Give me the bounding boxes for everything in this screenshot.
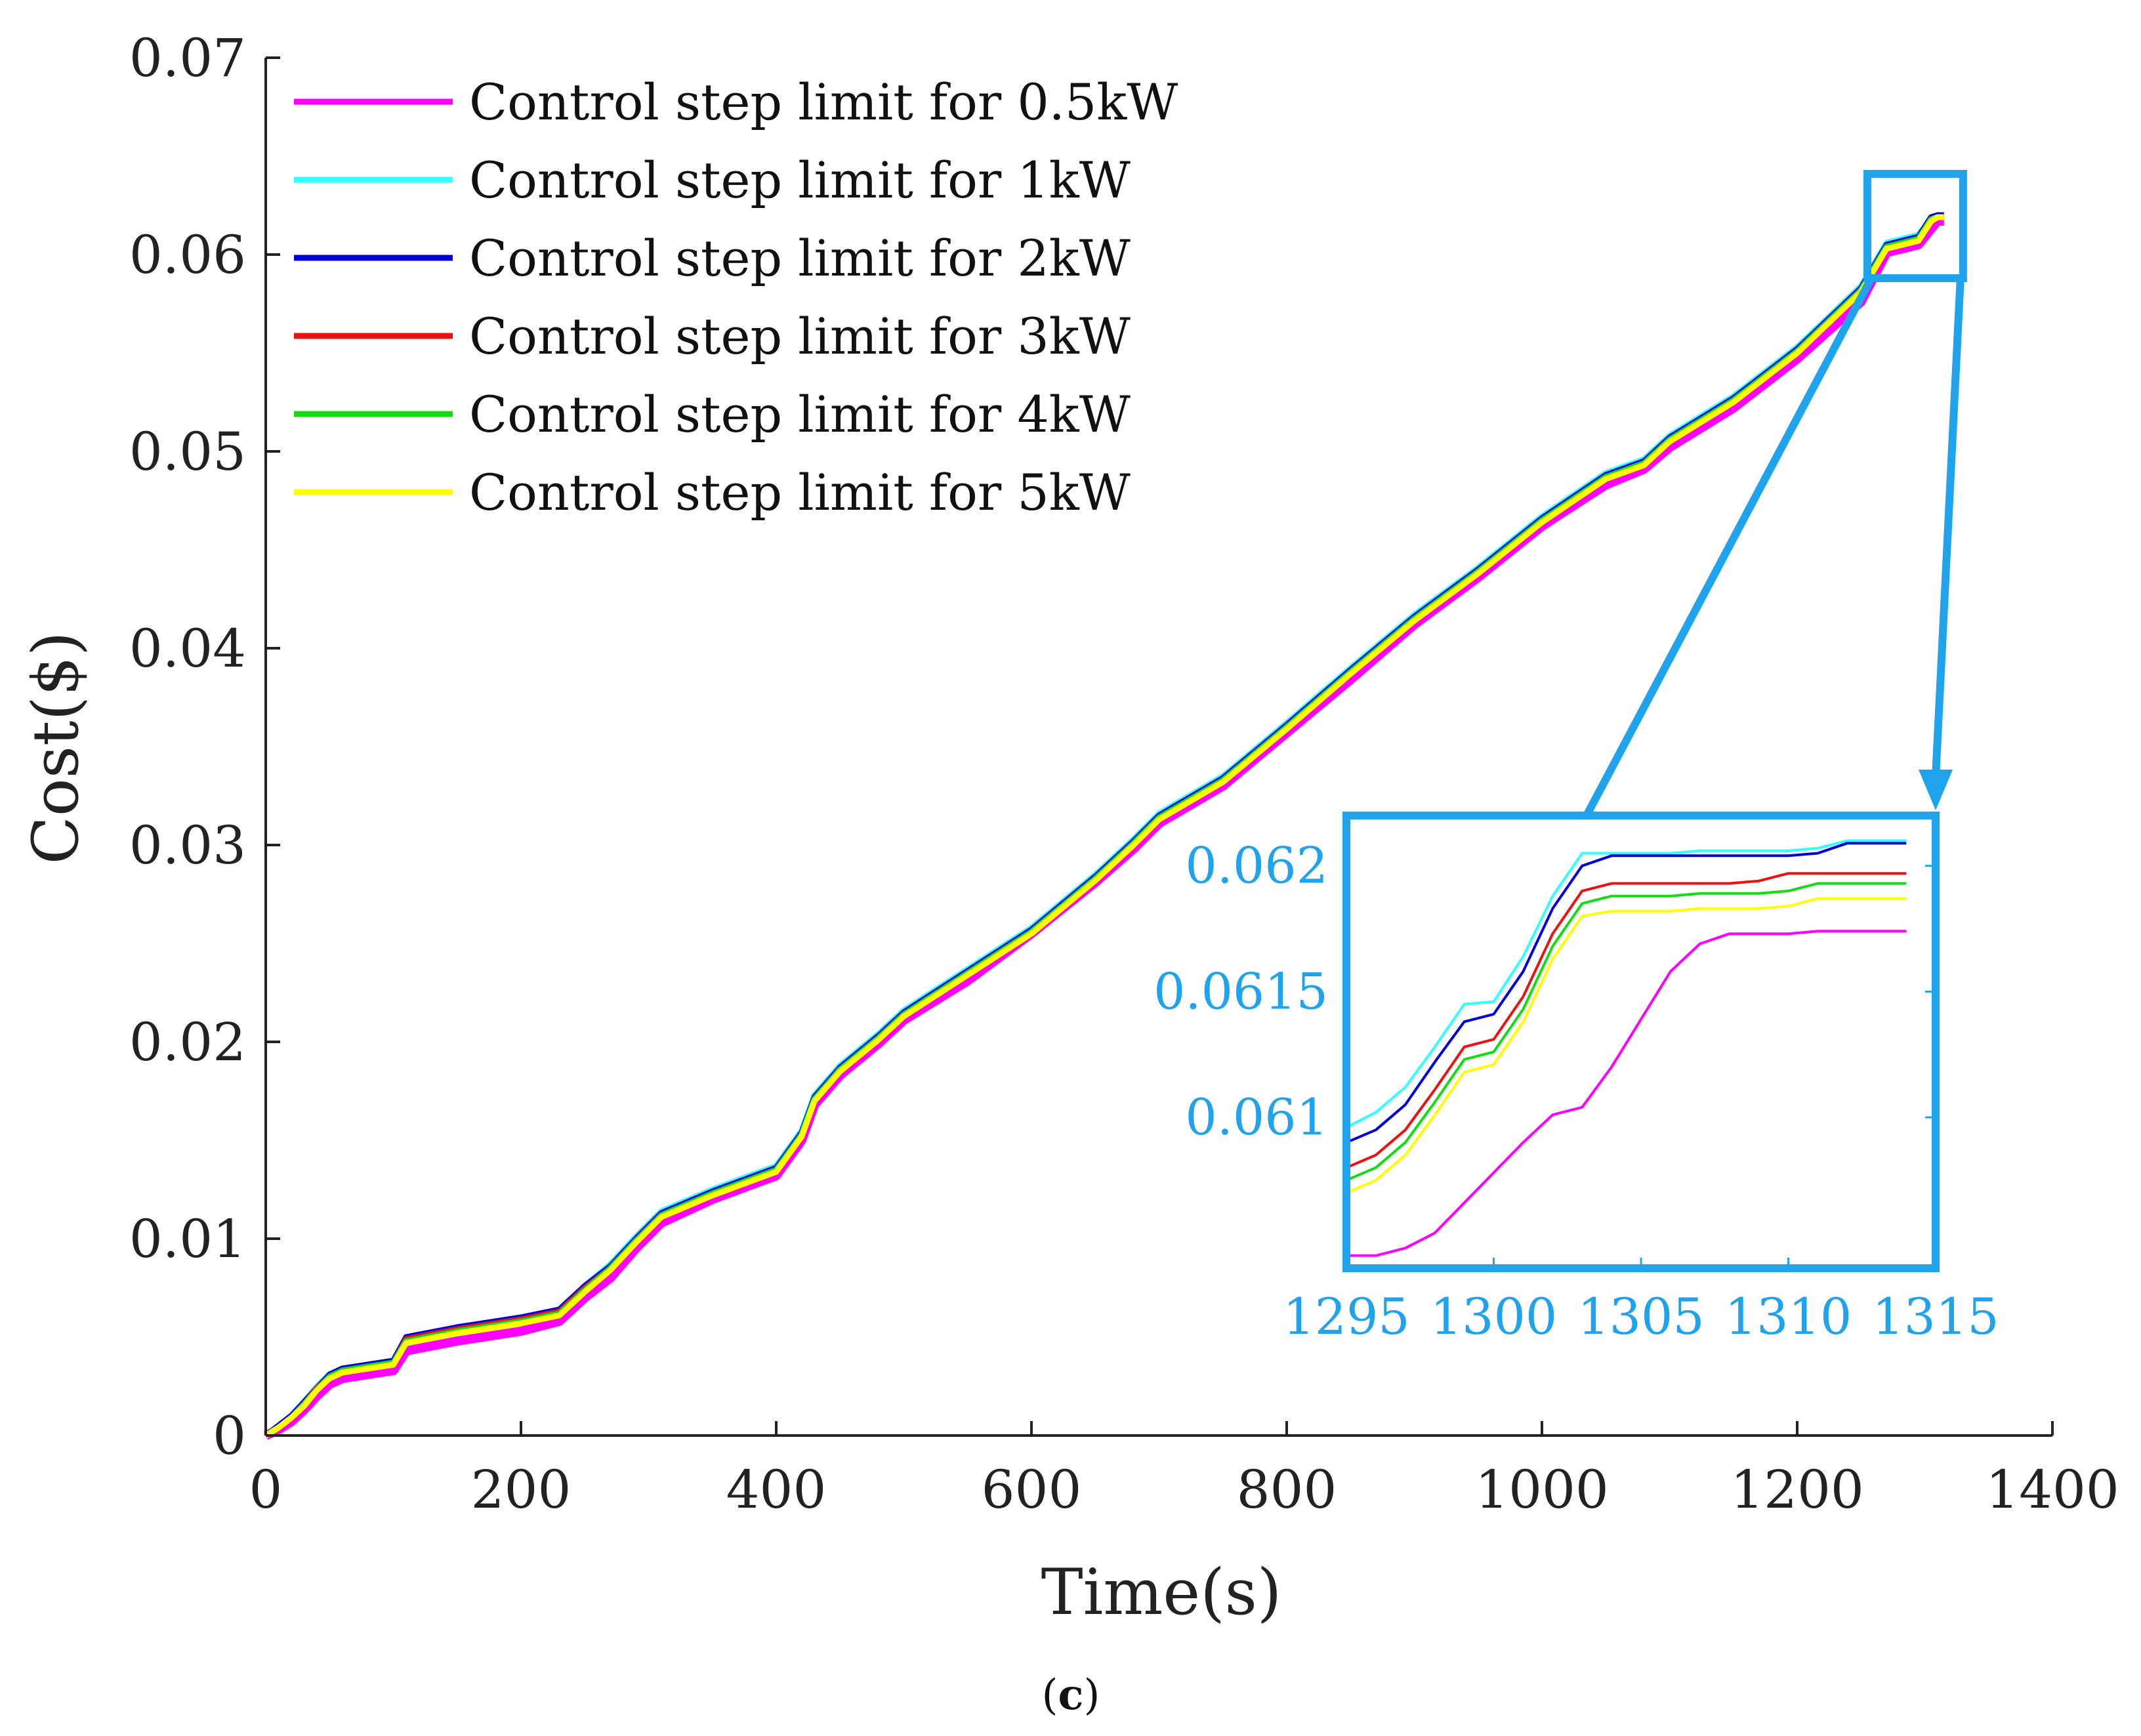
caption-letter: c: [1058, 1670, 1084, 1720]
inset-y-tick-label: 0.062: [1185, 837, 1328, 895]
caption-close-paren: ): [1083, 1671, 1100, 1720]
zoom-region-box: [1863, 170, 1967, 282]
inset-x-tick-label: 1310: [1725, 1287, 1852, 1346]
y-tick-label: 0.05: [129, 421, 246, 482]
zoom-connector-line: [1583, 276, 1875, 817]
x-tick-label: 1200: [1730, 1459, 1864, 1520]
legend-label-1: Control step limit for 1kW: [469, 151, 1131, 209]
y-tick-label: 0.07: [129, 28, 246, 89]
inset-plot: 1295 1300 1305 1310 1315 0.061 0.0615 0.062: [1154, 812, 1999, 1346]
y-axis-label: Cost($): [19, 631, 93, 864]
inset-series-line-2: [1346, 842, 1907, 1144]
inset-series-line-5: [1346, 897, 1907, 1194]
y-tick-label: 0.03: [129, 815, 246, 876]
caption-open-paren: (: [1042, 1671, 1058, 1720]
x-tick-label: 1000: [1475, 1459, 1609, 1520]
zoom-arrow-line: [1932, 278, 1964, 778]
inset-x-tick-label: 1295: [1283, 1287, 1409, 1346]
zoom-arrow-head: [1919, 770, 1953, 810]
inset-series-line-0: [1346, 930, 1907, 1257]
inset-series-line-4: [1346, 882, 1907, 1182]
legend-label-0: Control step limit for 0.5kW: [469, 73, 1178, 131]
x-tick-label: 1400: [1985, 1459, 2119, 1520]
x-tick-label: 600: [982, 1459, 1082, 1520]
legend-label-5: Control step limit for 5kW: [469, 463, 1131, 522]
inset-series-line-1: [1346, 839, 1907, 1129]
legend-label-4: Control step limit for 4kW: [469, 385, 1131, 444]
main-series-group: [264, 212, 1944, 1440]
inset-y-tick-label: 0.061: [1185, 1088, 1328, 1146]
inset-x-tick-label: 1315: [1872, 1287, 1999, 1346]
main-plot: 0 200 400 600 800 1000 1200 1400 0 0.01 0.02 0.03 0.…: [129, 28, 2119, 1520]
inset-series-line-3: [1346, 872, 1907, 1169]
x-tick-label: 800: [1237, 1459, 1337, 1520]
inset-x-tick-label: 1300: [1430, 1287, 1557, 1346]
y-tick-label: 0.04: [129, 618, 246, 679]
y-tick-label: 0.01: [129, 1209, 246, 1270]
inset-x-tick-label: 1305: [1577, 1287, 1704, 1346]
inset-background: [1346, 816, 1936, 1268]
x-tick-label: 0: [249, 1459, 283, 1520]
legend-label-2: Control step limit for 2kW: [469, 229, 1131, 287]
y-tick-label: 0.02: [129, 1012, 246, 1073]
main-axes: 0 200 400 600 800 1000 1200 1400 0 0.01 0.02 0.03 0.…: [129, 28, 2119, 1520]
legend-label-3: Control step limit for 3kW: [469, 307, 1131, 365]
zoom-indicator: [1583, 170, 1967, 817]
inset-axes: 1295 1300 1305 1310 1315 0.061 0.0615 0.062: [1154, 837, 1999, 1346]
y-tick-label: 0: [213, 1405, 246, 1466]
x-tick-label: 200: [471, 1459, 572, 1520]
main-series-line-5: [264, 214, 1944, 1438]
inset-frame: [1342, 812, 1940, 1272]
y-tick-label: 0.06: [129, 224, 246, 285]
x-axis-label: Time(s): [1041, 1556, 1282, 1629]
inset-series-group: [1346, 839, 1907, 1257]
inset-y-tick-label: 0.0615: [1154, 962, 1328, 1020]
legend: Control step limit for 0.5kW Control step…: [294, 73, 1178, 522]
x-tick-label: 400: [726, 1459, 827, 1520]
figure-caption: (c): [1042, 1670, 1100, 1720]
